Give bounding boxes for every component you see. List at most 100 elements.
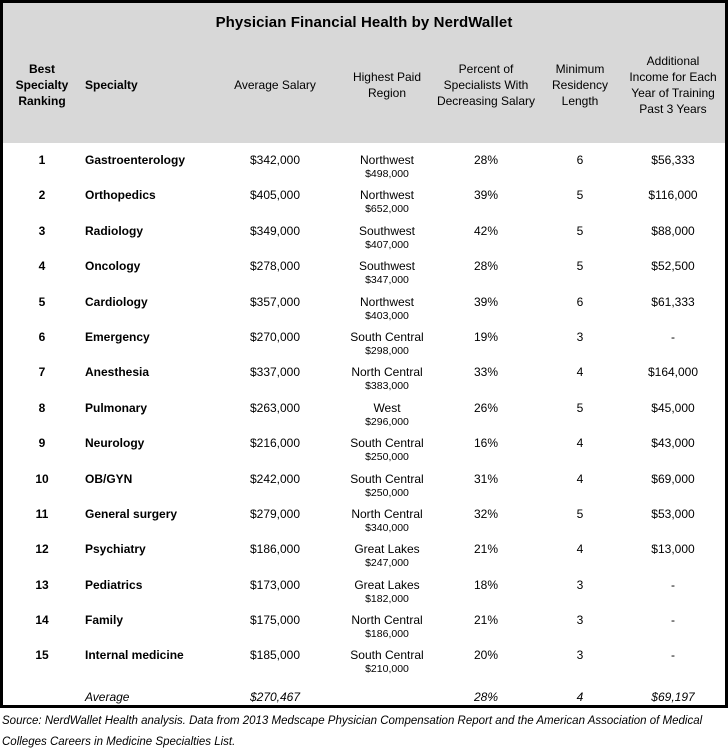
rank-value: 8 <box>38 400 46 415</box>
average-salary-value: $263,000 <box>249 400 301 415</box>
region-salary: $347,000 <box>365 274 409 287</box>
rank-value: 10 <box>35 471 49 486</box>
rank-value: 11 <box>35 506 49 521</box>
average-residency-value: 4 <box>576 689 584 704</box>
region-name: Great Lakes <box>354 542 420 557</box>
average-salary-value: $173,000 <box>249 577 301 592</box>
highest-paid-region-cell: Northwest $652,000 <box>341 187 433 216</box>
region-name: North Central <box>351 613 423 628</box>
average-additional-income-value: $69,197 <box>651 689 695 704</box>
rank-value: 2 <box>38 188 46 203</box>
average-salary-value: $337,000 <box>249 365 301 380</box>
average-label: Average <box>85 689 130 704</box>
rank-value: 15 <box>35 648 49 663</box>
specialty-name: Anesthesia <box>85 365 150 380</box>
additional-income-value: $116,000 <box>648 188 698 203</box>
percent-decreasing-value: 16% <box>473 436 499 451</box>
specialty-name: Oncology <box>85 259 141 274</box>
highest-paid-region-cell: South Central $210,000 <box>341 647 433 676</box>
region-salary: $247,000 <box>365 557 409 570</box>
region-name: Southwest <box>358 259 416 274</box>
highest-paid-region-cell: Northwest $498,000 <box>341 152 433 181</box>
specialty-name: Family <box>85 613 124 628</box>
additional-income-value: - <box>671 648 675 663</box>
table-row: 12 Psychiatry $186,000 Great Lakes $247,… <box>3 541 725 576</box>
region-name: North Central <box>351 506 423 521</box>
residency-length-value: 5 <box>576 223 584 238</box>
residency-length-value: 3 <box>576 329 584 344</box>
percent-decreasing-value: 42% <box>473 223 499 238</box>
table-row: 2 Orthopedics $405,000 Northwest $652,00… <box>3 187 725 222</box>
percent-decreasing-value: 18% <box>473 577 499 592</box>
region-salary: $407,000 <box>365 238 409 251</box>
highest-paid-region-cell: Southwest $407,000 <box>341 223 433 252</box>
highest-paid-region-cell: Great Lakes $182,000 <box>341 577 433 606</box>
average-salary-value: $357,000 <box>249 294 301 309</box>
average-salary-value: $216,000 <box>249 436 301 451</box>
additional-income-value: $45,000 <box>651 400 695 415</box>
highest-paid-region-cell: South Central $298,000 <box>341 329 433 358</box>
table-row: 6 Emergency $270,000 South Central $298,… <box>3 329 725 364</box>
additional-income-value: - <box>671 577 675 592</box>
percent-decreasing-value: 39% <box>473 188 499 203</box>
additional-income-value: - <box>671 613 675 628</box>
column-header-row: Best Specialty Ranking Specialty Average… <box>3 35 725 135</box>
residency-length-value: 4 <box>576 471 584 486</box>
region-salary: $298,000 <box>365 344 409 357</box>
average-region-cell <box>341 689 433 690</box>
specialty-name: Cardiology <box>85 294 148 309</box>
specialty-name: Orthopedics <box>85 188 156 203</box>
region-name: South Central <box>350 648 424 663</box>
residency-length-value: 3 <box>576 613 584 628</box>
average-salary-value: $186,000 <box>249 542 301 557</box>
region-salary: $340,000 <box>365 521 409 534</box>
column-header-highest-paid-region: Highest Paid Region <box>352 70 422 100</box>
highest-paid-region-cell: Southwest $347,000 <box>341 258 433 287</box>
additional-income-value: $69,000 <box>651 471 695 486</box>
table-row: 4 Oncology $278,000 Southwest $347,000 2… <box>3 258 725 293</box>
additional-income-value: $61,333 <box>651 294 695 309</box>
average-salary-value: $185,000 <box>249 648 301 663</box>
rank-value: 9 <box>38 436 46 451</box>
residency-length-value: 4 <box>576 365 584 380</box>
table-row: 13 Pediatrics $173,000 Great Lakes $182,… <box>3 577 725 612</box>
table-row: 14 Family $175,000 North Central $186,00… <box>3 612 725 647</box>
specialty-name: General surgery <box>85 506 178 521</box>
additional-income-value: - <box>671 329 675 344</box>
additional-income-value: $88,000 <box>651 223 695 238</box>
region-salary: $652,000 <box>365 203 409 216</box>
residency-length-value: 5 <box>576 400 584 415</box>
region-name: South Central <box>350 436 424 451</box>
rank-value: 4 <box>38 259 46 274</box>
table-row: 1 Gastroenterology $342,000 Northwest $4… <box>3 152 725 187</box>
rank-value: 14 <box>35 613 49 628</box>
average-salary-value: $242,000 <box>249 471 301 486</box>
highest-paid-region-cell: Northwest $403,000 <box>341 294 433 323</box>
residency-length-value: 5 <box>576 259 584 274</box>
additional-income-value: $13,000 <box>651 542 695 557</box>
table-body: 1 Gastroenterology $342,000 Northwest $4… <box>3 143 725 683</box>
region-name: Northwest <box>359 153 415 167</box>
column-header-residency-length: Minimum Residency Length <box>551 62 609 108</box>
specialty-name: OB/GYN <box>85 471 133 486</box>
percent-decreasing-value: 33% <box>473 365 499 380</box>
specialty-name: Radiology <box>85 223 144 238</box>
region-name: West <box>373 400 401 415</box>
highest-paid-region-cell: Great Lakes $247,000 <box>341 541 433 570</box>
additional-income-value: $52,500 <box>651 259 695 274</box>
region-salary: $186,000 <box>365 628 409 641</box>
region-salary: $296,000 <box>365 415 409 428</box>
highest-paid-region-cell: North Central $383,000 <box>341 364 433 393</box>
average-salary-value: $270,000 <box>249 329 301 344</box>
column-header-additional-income: Additional Income for Each Year of Train… <box>629 54 717 116</box>
highest-paid-region-cell: South Central $250,000 <box>341 471 433 500</box>
residency-length-value: 3 <box>576 648 584 663</box>
rank-value: 6 <box>38 329 46 344</box>
region-salary: $210,000 <box>365 663 409 676</box>
table-row: 5 Cardiology $357,000 Northwest $403,000… <box>3 294 725 329</box>
residency-length-value: 5 <box>576 188 584 203</box>
percent-decreasing-value: 19% <box>473 329 499 344</box>
average-salary-value: $279,000 <box>249 506 301 521</box>
additional-income-value: $56,333 <box>651 153 695 167</box>
table-row: 9 Neurology $216,000 South Central $250,… <box>3 435 725 470</box>
